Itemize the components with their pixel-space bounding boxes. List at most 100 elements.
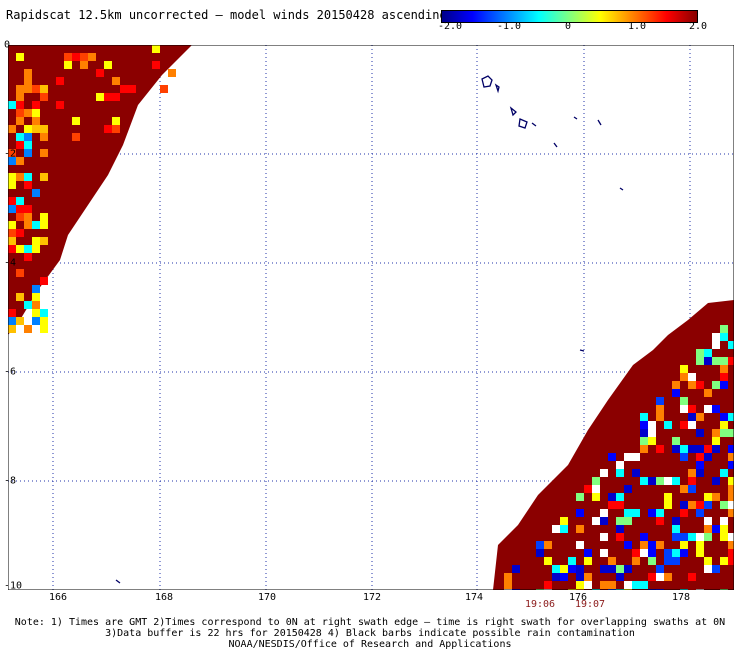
wind-cell [712,405,720,413]
wind-cell [8,173,16,181]
lat-label: -10 [4,580,23,592]
wind-cell [16,53,24,61]
wind-cell [696,453,704,461]
wind-cell [720,325,728,333]
wind-cell [664,493,672,501]
wind-cell [16,101,24,109]
wind-cell [704,453,712,461]
wind-cell [80,53,88,61]
wind-cell [688,501,696,509]
wind-cell [712,429,720,437]
wind-cell [552,525,560,533]
wind-map [8,45,734,590]
wind-cell [576,509,584,517]
wind-cell [664,573,672,581]
wind-cell [112,125,120,133]
wind-cell [640,437,648,445]
wind-cell [672,533,680,541]
wind-cell [720,333,728,341]
wind-cell [712,437,720,445]
wind-cell [640,477,648,485]
wind-cell [696,349,704,357]
wind-cell [696,533,704,541]
wind-cell [64,53,72,61]
wind-cell [616,573,624,581]
wind-cell [96,69,104,77]
wind-cell [104,125,112,133]
wind-cell [672,525,680,533]
wind-cell [592,517,600,525]
wind-cell [584,549,592,557]
wind-cell [32,221,40,229]
wind-cell [712,381,720,389]
wind-cell [640,549,648,557]
wind-cell [616,525,624,533]
wind-cell [24,221,32,229]
wind-cell [16,157,24,165]
wind-cell [688,405,696,413]
wind-cell [16,269,24,277]
wind-cell [728,413,734,421]
wind-cell [672,381,680,389]
wind-cell [688,413,696,421]
wind-cell [728,453,734,461]
wind-cell [512,565,520,573]
wind-cell [560,565,568,573]
wind-cell [648,429,656,437]
wind-cell [664,421,672,429]
wind-cell [40,309,48,317]
wind-cell [72,117,80,125]
lon-label: 172 [362,592,382,603]
wind-cell [680,509,688,517]
colorbar-label: -1.0 [496,21,522,32]
wind-cell [656,541,664,549]
wind-cell [24,205,32,213]
wind-cell [536,549,544,557]
wind-cell [648,549,656,557]
wind-cell [16,173,24,181]
wind-cell [672,389,680,397]
wind-cell [24,133,32,141]
wind-cell [704,565,712,573]
wind-cell [632,469,640,477]
wind-cell [560,573,568,581]
wind-cell [672,549,680,557]
wind-cell [640,421,648,429]
wind-cell [720,501,728,509]
lat-label: -8 [4,475,17,487]
wind-cell [592,485,600,493]
wind-cell [104,93,112,101]
wind-cell [16,117,24,125]
wind-cell [696,429,704,437]
wind-cell [32,109,40,117]
footnote-credit: NOAA/NESDIS/Office of Research and Appli… [228,639,512,650]
wind-cell [112,117,120,125]
wind-cell [104,61,112,69]
wind-cell [640,413,648,421]
wind-cell [624,517,632,525]
wind-cell [584,573,592,581]
wind-cell [616,565,624,573]
wind-cell [648,437,656,445]
lon-label: 178 [671,592,691,603]
wind-cell [688,421,696,429]
wind-cell [72,133,80,141]
wind-cell [40,317,48,325]
wind-cell [160,85,168,93]
wind-cell [8,157,16,165]
wind-cell [712,565,720,573]
wind-cell [16,141,24,149]
wind-cell [32,125,40,133]
wind-cell [616,533,624,541]
wind-cell [640,445,648,453]
wind-cell [656,517,664,525]
wind-cell [16,109,24,117]
wind-cell [640,581,648,589]
wind-cell [16,229,24,237]
wind-cell [616,517,624,525]
wind-cell [8,317,16,325]
wind-cell [656,509,664,517]
wind-cell [24,181,32,189]
wind-cell [728,533,734,541]
colorbar-label: 0 [564,21,572,32]
